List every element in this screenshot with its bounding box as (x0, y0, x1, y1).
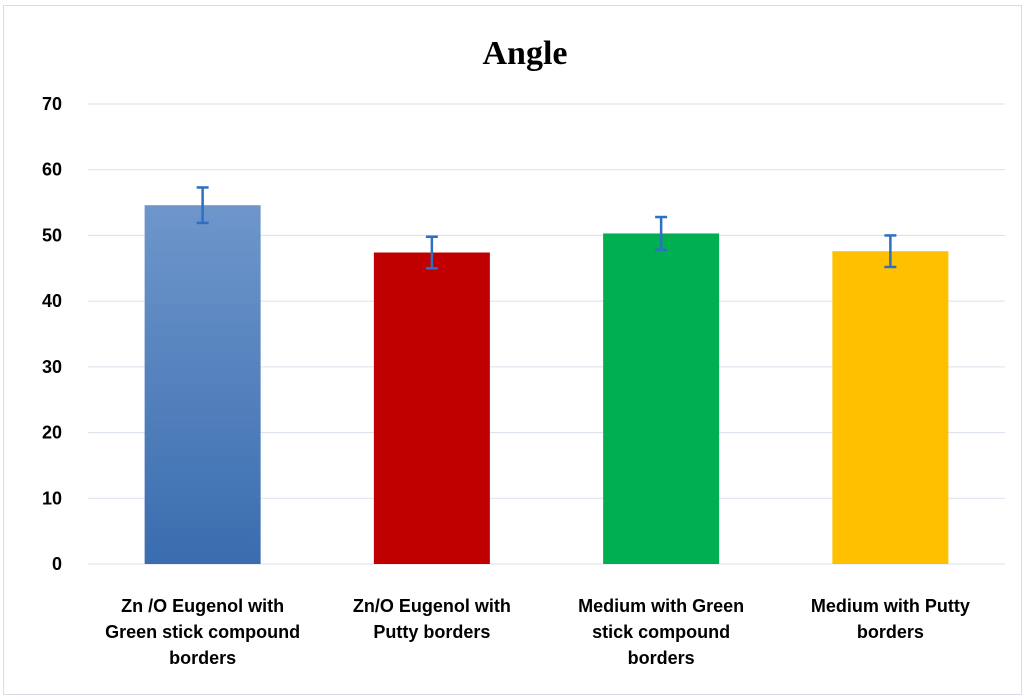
x-tick-label-line: Zn/O Eugenol with (353, 596, 511, 616)
y-tick-label: 0 (52, 554, 62, 574)
chart-title: Angle (483, 35, 568, 72)
bars (144, 205, 949, 564)
y-tick-label: 10 (42, 488, 62, 508)
bar (832, 251, 949, 564)
error-bar (884, 234, 897, 269)
bar (373, 252, 490, 564)
y-axis-ticks: 0 10 20 30 40 50 60 70 (42, 94, 62, 574)
x-tick-label-line: borders (857, 622, 924, 642)
error-bar (425, 235, 438, 270)
x-tick-label-line: stick compound (592, 622, 730, 642)
x-tick-label-line: Zn /O Eugenol with (121, 596, 284, 616)
error-bars (196, 186, 897, 270)
x-tick-label: Zn /O Eugenol with Green stick compound bo… (105, 596, 300, 668)
x-tick-label-line: borders (628, 648, 695, 668)
x-tick-label: Medium with Green stick compound borders (578, 596, 744, 668)
y-tick-label: 40 (42, 291, 62, 311)
x-tick-label: Medium with Putty borders (811, 596, 970, 642)
y-tick-label: 30 (42, 357, 62, 377)
x-tick-label-line: borders (169, 648, 236, 668)
x-tick-label-line: Medium with Putty (811, 596, 970, 616)
x-tick-label: Zn/O Eugenol with Putty borders (353, 596, 511, 642)
y-tick-label: 50 (42, 225, 62, 245)
error-bar (655, 215, 668, 252)
y-tick-label: 70 (42, 94, 62, 114)
x-tick-label-line: Medium with Green (578, 596, 744, 616)
y-tick-label: 60 (42, 160, 62, 180)
y-tick-label: 20 (42, 423, 62, 443)
bar (603, 233, 720, 564)
x-tick-label-line: Putty borders (373, 622, 490, 642)
x-axis-labels: Zn /O Eugenol with Green stick compound bo… (105, 596, 970, 668)
x-tick-label-line: Green stick compound (105, 622, 300, 642)
bar (144, 205, 261, 564)
error-bar (196, 186, 209, 225)
